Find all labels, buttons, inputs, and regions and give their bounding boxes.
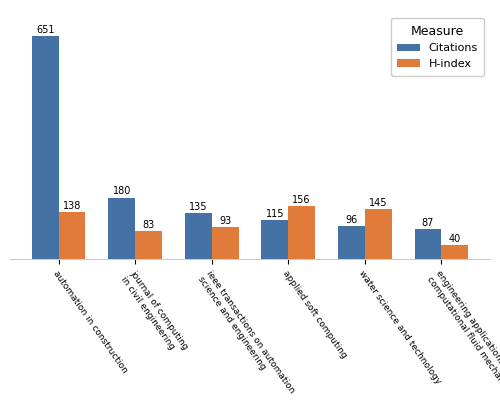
- Bar: [338, 226, 365, 259]
- Text: 145: 145: [369, 199, 388, 209]
- Text: 87: 87: [422, 218, 434, 228]
- Text: 83: 83: [142, 220, 154, 230]
- Bar: [365, 209, 392, 259]
- Text: 138: 138: [63, 201, 81, 211]
- Text: 156: 156: [292, 195, 311, 205]
- Bar: [185, 213, 212, 259]
- Text: 135: 135: [189, 202, 208, 212]
- Bar: [212, 227, 238, 259]
- Bar: [32, 36, 58, 259]
- Bar: [135, 231, 162, 259]
- Text: 180: 180: [112, 186, 131, 196]
- Text: 651: 651: [36, 25, 54, 35]
- Bar: [108, 198, 135, 259]
- Text: 93: 93: [219, 216, 231, 226]
- Text: 96: 96: [346, 215, 358, 225]
- Bar: [414, 229, 442, 259]
- Text: 115: 115: [266, 209, 284, 219]
- Text: 40: 40: [448, 234, 461, 245]
- Bar: [288, 206, 315, 259]
- Bar: [58, 212, 86, 259]
- Bar: [442, 245, 468, 259]
- Legend: Citations, H-index: Citations, H-index: [391, 18, 484, 76]
- Bar: [262, 220, 288, 259]
